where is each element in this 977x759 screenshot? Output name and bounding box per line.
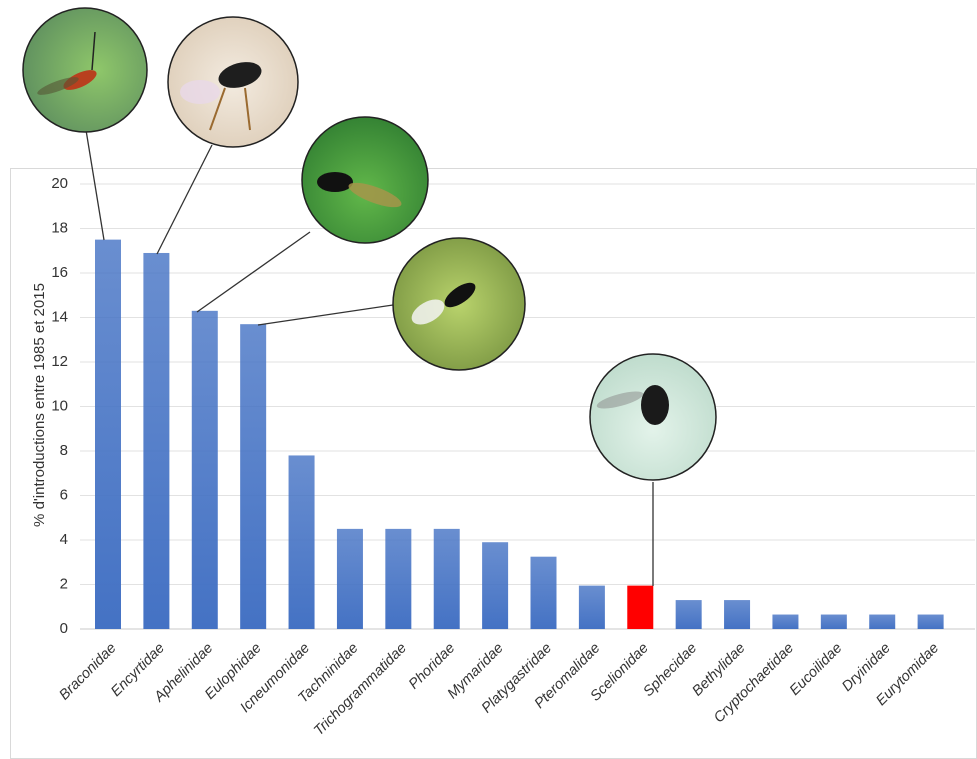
- bar: [433, 528, 460, 629]
- bar: [191, 310, 218, 629]
- insect-photo: [167, 16, 299, 148]
- bar: [288, 455, 315, 629]
- bar: [578, 585, 605, 629]
- y-tick-label: 16: [51, 264, 68, 281]
- bar: [820, 614, 847, 629]
- bar: [530, 556, 557, 629]
- bar: [385, 528, 412, 629]
- y-tick-label: 14: [51, 308, 68, 325]
- y-tick-label: 2: [60, 575, 68, 592]
- insect-photo: [301, 116, 429, 244]
- leader-line: [156, 144, 213, 255]
- insect-photo: [392, 237, 526, 371]
- y-tick-label: 0: [60, 620, 68, 637]
- leader-line: [85, 129, 105, 241]
- x-tick-label: Eucoilidae: [787, 640, 846, 699]
- leader-line: [257, 304, 394, 326]
- x-tick-label: Braconidae: [56, 640, 119, 703]
- bar: [482, 542, 509, 629]
- photo-callouts: [22, 7, 717, 586]
- y-tick-label: 10: [51, 397, 68, 414]
- y-tick-label: 6: [60, 486, 68, 503]
- plot-area: 02468101214161820BraconidaeEncyrtidaeAph…: [51, 175, 975, 739]
- y-tick-label: 12: [51, 353, 68, 370]
- leader-line: [196, 231, 311, 313]
- insect-photo: [22, 7, 148, 133]
- y-tick-label: 18: [51, 219, 68, 236]
- bar: [724, 600, 751, 629]
- bar: [95, 239, 121, 629]
- bar: [143, 252, 170, 629]
- y-axis-label: % d'introductions entre 1985 et 2015: [31, 283, 48, 527]
- x-tick-label: Trichogrammatidae: [311, 640, 410, 739]
- y-tick-label: 8: [60, 442, 68, 459]
- insect-photo: [589, 353, 717, 481]
- bar: [772, 614, 799, 629]
- bar: [336, 528, 363, 629]
- bar: [240, 324, 267, 629]
- bar: [917, 614, 944, 629]
- y-tick-label: 20: [51, 175, 68, 192]
- bar: [675, 600, 702, 629]
- y-tick-label: 4: [60, 531, 68, 548]
- bar: [627, 585, 654, 629]
- bar: [869, 614, 896, 629]
